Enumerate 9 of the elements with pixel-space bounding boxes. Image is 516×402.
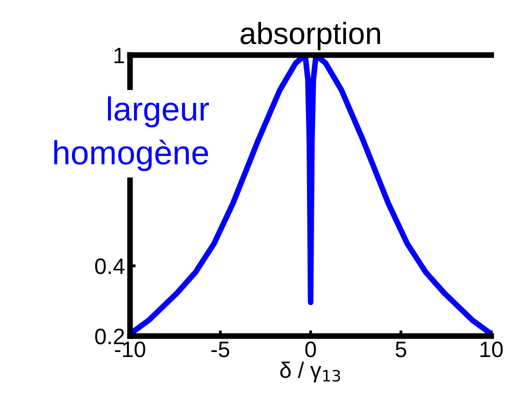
x-tick-label: 10 <box>480 342 503 358</box>
x-axis-title: δ / γ$_{13}$ <box>280 362 340 382</box>
y-tick-label: 1 <box>114 48 124 64</box>
x-tick-label: 5 <box>396 342 406 358</box>
x-tick-label: 0 <box>305 342 316 358</box>
x-tick-label: -5 <box>211 342 230 358</box>
y-tick-label: 0.4 <box>95 258 125 274</box>
annotation: largeur homogène <box>54 96 209 172</box>
chart-title: absorption <box>240 22 380 50</box>
